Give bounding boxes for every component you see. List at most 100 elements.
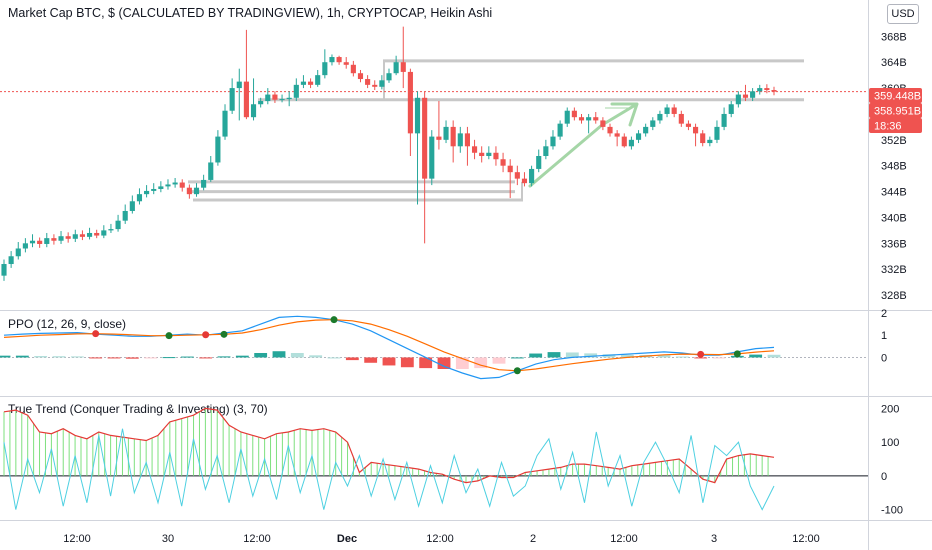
ppo-histogram-bar	[767, 354, 781, 358]
candle-body	[236, 81, 242, 89]
candle-body	[507, 165, 513, 173]
candle-body	[685, 123, 692, 127]
candle-body	[521, 178, 528, 184]
candle-body	[543, 146, 549, 156]
time-tick-label: 12:00	[426, 533, 454, 545]
candle-body	[186, 187, 192, 195]
candle-body	[678, 113, 684, 124]
candle-body	[607, 126, 613, 134]
time-tick-label: 12:00	[792, 533, 820, 545]
candle-body	[300, 81, 307, 85]
candle-body	[129, 201, 135, 211]
candle-body	[122, 210, 128, 221]
ppo-histogram-bar	[15, 355, 29, 358]
candle-body	[628, 139, 634, 147]
ppo-histogram-bar	[675, 356, 689, 358]
candle-body	[721, 113, 727, 127]
candle-body	[479, 152, 485, 156]
candle-body	[621, 136, 627, 147]
price-tick-label: 332B	[881, 264, 907, 276]
candle-body	[536, 156, 542, 169]
countdown-label: 18:36	[874, 121, 902, 133]
candle-body	[193, 187, 200, 195]
ppo-histogram-bar	[602, 354, 616, 358]
candle-body	[94, 232, 100, 236]
candle-body	[158, 186, 164, 189]
candle-body	[422, 97, 428, 179]
price-tick-label: 328B	[881, 290, 907, 302]
candle-body	[101, 230, 107, 236]
candle-body	[293, 84, 299, 98]
candle-body	[1, 264, 7, 276]
ppo-histogram-bar	[0, 355, 11, 358]
ppo-histogram-bar	[235, 355, 249, 358]
candle-body	[379, 80, 385, 87]
candle-body	[165, 184, 171, 187]
ppo-cross-dot	[220, 330, 228, 338]
candle-body	[372, 84, 378, 87]
candle-body	[86, 232, 93, 237]
ppo-line	[3, 315, 775, 380]
ppo-histogram-bar	[657, 355, 671, 358]
candle-body	[322, 62, 328, 76]
candle-body	[635, 133, 642, 140]
candle-body	[578, 117, 585, 121]
candle-body	[486, 152, 492, 156]
time-tick-label: Dec	[337, 533, 357, 545]
candle-body	[58, 236, 64, 241]
time-tick-label: 12:00	[63, 533, 91, 545]
ppo-histogram-bar	[34, 356, 48, 358]
candle-body	[664, 107, 670, 114]
candle-body	[564, 110, 570, 124]
ppo-cross-dot	[697, 350, 705, 358]
ppo-histogram-bar	[749, 354, 763, 358]
ppo-histogram-bar	[565, 352, 579, 358]
ppo-histogram-bar	[107, 357, 121, 359]
true-trend-title: True Trend (Conquer Trading & Investing)…	[8, 402, 268, 416]
time-tick-label: 2	[530, 533, 536, 545]
candle-body	[764, 88, 770, 91]
tt-oscillator-line	[3, 428, 775, 511]
candle-body	[600, 120, 606, 127]
candle-body	[414, 97, 421, 134]
candle-body	[457, 133, 463, 147]
candle-body	[136, 194, 143, 202]
candle-body	[557, 123, 563, 137]
candle-body	[550, 136, 556, 147]
ppo-histogram-bar	[712, 357, 726, 359]
candle-body	[229, 88, 235, 111]
candle-body	[450, 126, 456, 147]
ppo-tick-label: 1	[881, 330, 887, 342]
candle-body	[571, 110, 577, 118]
candle-body	[279, 99, 285, 101]
candle-body	[357, 73, 364, 80]
currency-button[interactable]: USD	[887, 4, 919, 24]
ppo-title: PPO (12, 26, 9, close)	[8, 317, 127, 331]
ppo-histogram-bar	[89, 357, 103, 359]
candle-body	[22, 243, 28, 249]
candle-body	[400, 62, 406, 72]
prev-price-label-box	[869, 103, 922, 118]
ppo-histogram-bar	[217, 356, 231, 358]
candle-body	[172, 182, 178, 185]
last-price-label-box	[869, 88, 922, 103]
ppo-histogram-bar	[309, 355, 323, 358]
candle-body	[350, 64, 356, 74]
candle-body	[208, 162, 214, 180]
countdown-label-box	[869, 118, 922, 133]
candle-body	[72, 234, 78, 239]
ppo-histogram-bar	[144, 357, 158, 359]
tt-tick-label: 0	[881, 471, 887, 483]
candle-body	[179, 182, 185, 188]
candle-body	[750, 91, 756, 98]
candle-body	[79, 234, 85, 237]
candle-body	[407, 71, 413, 134]
ppo-histogram-bar	[455, 357, 469, 369]
candle-body	[222, 110, 228, 137]
price-tick-label: 368B	[881, 31, 907, 43]
candle-body	[529, 168, 535, 184]
ppo-histogram-bar	[345, 357, 359, 361]
ppo-histogram-bar	[547, 352, 561, 358]
ppo-histogram-bar	[180, 356, 194, 358]
